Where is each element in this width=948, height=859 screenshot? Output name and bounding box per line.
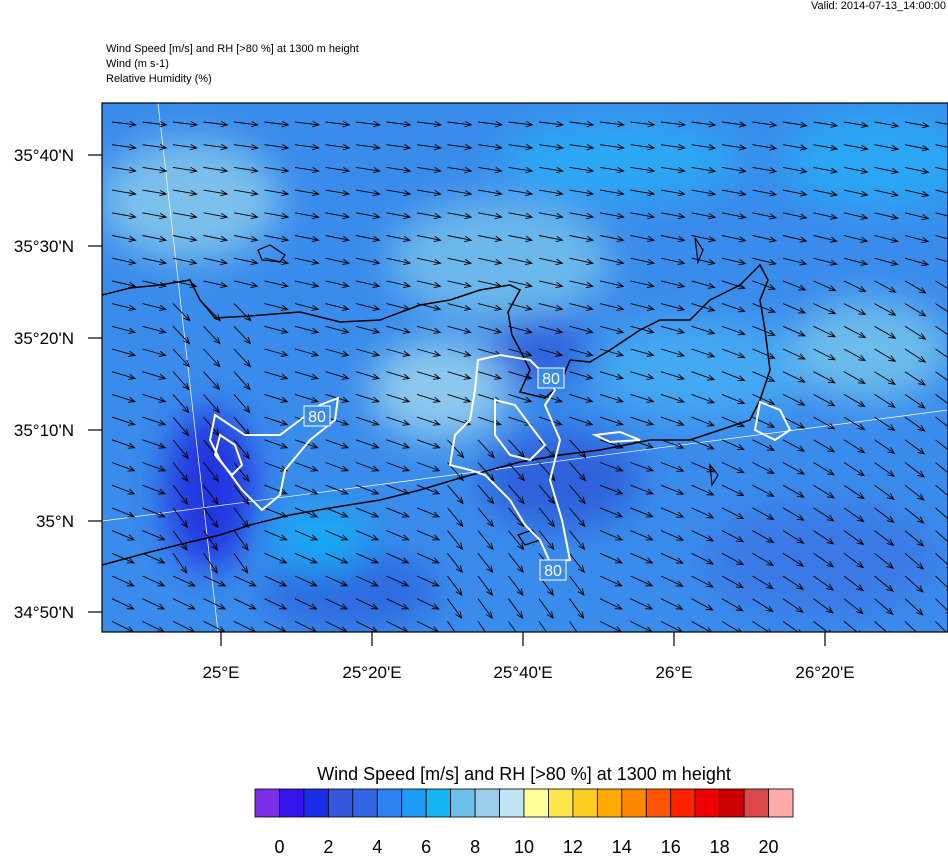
- colorbar-swatch: [622, 789, 646, 817]
- colorbar-label: 16: [661, 837, 681, 854]
- colorbar-title: Wind Speed [m/s] and RH [>80 %] at 1300 …: [317, 764, 731, 784]
- colorbar-label: 12: [563, 837, 583, 854]
- colorbar-swatch: [475, 789, 499, 817]
- lat-label: 35°10'N: [14, 421, 74, 440]
- lon-label: 26°E: [655, 663, 692, 682]
- colorbar-swatch: [646, 789, 670, 817]
- colorbar-swatch: [597, 789, 621, 817]
- colorbar-swatch: [377, 789, 401, 817]
- valid-time: Valid: 2014-07-13_14:00:00: [811, 0, 946, 12]
- colorbar-label: 0: [274, 837, 284, 854]
- colorbar-swatch: [573, 789, 597, 817]
- colorbar-label: 10: [514, 837, 534, 854]
- lat-labels: 35°40'N 35°30'N 35°20'N 35°10'N 35°N 34°50'N: [14, 146, 102, 622]
- colorbar-swatch: [744, 789, 768, 817]
- colorbar-swatch: [328, 789, 352, 817]
- lon-label: 25°40'E: [493, 663, 552, 682]
- lat-label: 35°40'N: [14, 146, 74, 165]
- lat-label: 34°50'N: [14, 603, 74, 622]
- colorbar-label: 14: [612, 837, 632, 854]
- contour-label: 80: [544, 563, 562, 580]
- colorbar-swatch: [426, 789, 450, 817]
- colorbar-swatch: [279, 789, 303, 817]
- lon-label: 25°20'E: [342, 663, 401, 682]
- colorbar-swatch: [524, 789, 548, 817]
- colorbar-swatch: [720, 789, 744, 817]
- colorbar: 0 2 4 6 8 10 12 14 16 18 20: [255, 789, 793, 854]
- lat-label: 35°N: [36, 512, 74, 531]
- colorbar-label: 6: [421, 837, 431, 854]
- lon-label: 25°E: [202, 663, 239, 682]
- colorbar-label: 20: [759, 837, 779, 854]
- colorbar-swatch: [769, 789, 793, 817]
- colorbar-swatch: [402, 789, 426, 817]
- lon-labels: 25°E 25°20'E 25°40'E 26°E 26°20'E: [202, 632, 854, 682]
- header-line: Wind (m s-1): [106, 58, 169, 70]
- contour-label: 80: [308, 409, 326, 426]
- colorbar-swatch: [671, 789, 695, 817]
- contour-label: 80: [542, 371, 560, 388]
- colorbar-swatch: [500, 789, 524, 817]
- header-line: Wind Speed [m/s] and RH [>80 %] at 1300 …: [106, 43, 359, 55]
- colorbar-label: 4: [372, 837, 382, 854]
- colorbar-swatch: [255, 789, 279, 817]
- colorbar-swatch: [353, 789, 377, 817]
- colorbar-label: 2: [323, 837, 333, 854]
- colorbar-label: 8: [470, 837, 480, 854]
- lat-label: 35°30'N: [14, 237, 74, 256]
- colorbar-swatch: [451, 789, 475, 817]
- lat-label: 35°20'N: [14, 329, 74, 348]
- header-line: Relative Humidity (%): [106, 73, 212, 85]
- colorbar-swatch: [695, 789, 719, 817]
- map-field: 80 80 80: [100, 103, 948, 641]
- colorbar-swatch: [304, 789, 328, 817]
- colorbar-label: 18: [710, 837, 730, 854]
- colorbar-swatch: [548, 789, 572, 817]
- lon-label: 26°20'E: [795, 663, 854, 682]
